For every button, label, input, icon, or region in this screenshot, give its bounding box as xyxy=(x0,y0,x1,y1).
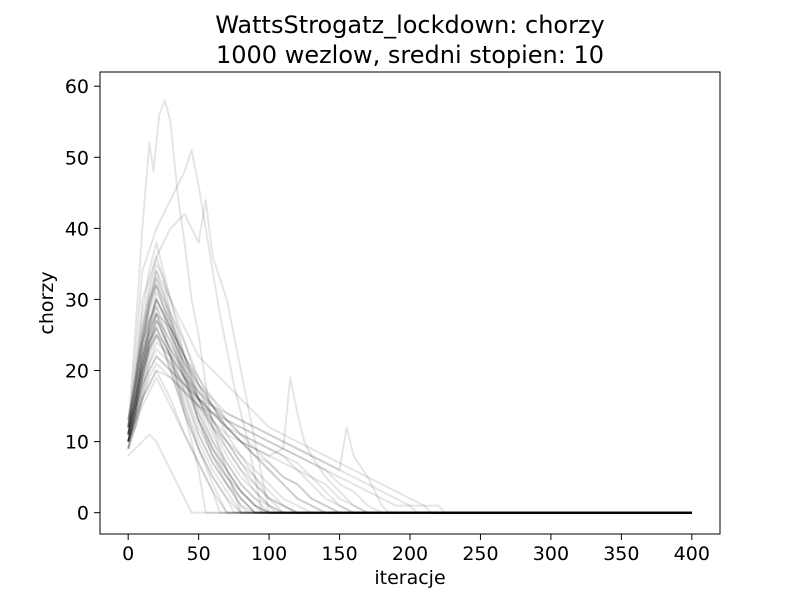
x-tick-label: 300 xyxy=(533,543,569,565)
y-axis-ticks: 0 10 20 30 40 50 60 xyxy=(65,76,100,525)
y-tick-label: 10 xyxy=(65,432,89,454)
y-tick-label: 30 xyxy=(65,289,89,311)
series-line-40 xyxy=(127,341,692,514)
series-line-12 xyxy=(127,284,692,514)
series-line-5 xyxy=(127,298,692,514)
series-line-19 xyxy=(127,277,692,514)
series-line-1 xyxy=(127,99,692,514)
chart-subtitle: 1000 wezlow, sredni stopien: 10 xyxy=(216,41,604,69)
chart-title: WattsStrogatz_lockdown: chorzy xyxy=(215,11,605,39)
series-line-22 xyxy=(127,334,692,514)
series-line-42 xyxy=(127,362,692,514)
series-line-23 xyxy=(127,376,692,514)
x-axis-ticks: 0 50 100 150 200 250 300 350 400 xyxy=(122,534,710,565)
series-line-10 xyxy=(127,255,692,514)
series-line-2 xyxy=(127,149,692,514)
series-line-17 xyxy=(127,312,692,514)
series-line-6 xyxy=(127,355,692,514)
y-tick-label: 20 xyxy=(65,361,89,383)
series-line-11 xyxy=(127,298,692,514)
series-line-27 xyxy=(127,270,692,514)
series-line-15 xyxy=(127,369,692,514)
series-line-29 xyxy=(127,348,692,514)
series-line-31 xyxy=(127,312,692,514)
series-line-35 xyxy=(127,326,692,514)
x-axis-label: iteracje xyxy=(374,567,445,589)
series-line-18 xyxy=(127,312,692,514)
series-line-13 xyxy=(127,334,692,514)
series-line-14 xyxy=(127,326,692,514)
x-tick-label: 100 xyxy=(251,543,287,565)
series-line-8 xyxy=(127,312,692,514)
y-tick-label: 40 xyxy=(65,218,89,240)
series-line-9 xyxy=(127,241,692,514)
y-axis-label: chorzy xyxy=(36,271,58,334)
x-tick-label: 400 xyxy=(674,543,710,565)
series-line-7 xyxy=(127,369,692,514)
x-tick-label: 250 xyxy=(462,543,498,565)
series-line-41 xyxy=(127,319,692,514)
y-tick-label: 60 xyxy=(65,76,89,98)
series-line-24 xyxy=(127,433,692,514)
y-tick-label: 0 xyxy=(77,503,89,525)
series-line-20 xyxy=(127,291,692,514)
x-tick-label: 200 xyxy=(392,543,428,565)
x-tick-label: 150 xyxy=(321,543,357,565)
series-line-28 xyxy=(127,319,692,514)
series-line-4 xyxy=(127,270,692,514)
series-line-32 xyxy=(127,355,692,514)
series-line-38 xyxy=(127,284,692,514)
series-lines xyxy=(127,99,692,514)
series-line-37 xyxy=(127,305,692,514)
series-line-30 xyxy=(127,277,692,514)
series-line-16 xyxy=(127,305,692,514)
series-line-21 xyxy=(127,319,692,514)
x-tick-label: 50 xyxy=(187,543,211,565)
series-line-34 xyxy=(127,284,692,514)
series-line-33 xyxy=(127,326,692,514)
x-tick-label: 0 xyxy=(122,543,134,565)
series-line-39 xyxy=(127,298,692,514)
x-tick-label: 350 xyxy=(603,543,639,565)
series-line-26 xyxy=(127,262,692,514)
series-line-25 xyxy=(127,298,692,514)
series-line-36 xyxy=(127,334,692,514)
series-line-3 xyxy=(127,198,692,514)
y-tick-label: 50 xyxy=(65,147,89,169)
